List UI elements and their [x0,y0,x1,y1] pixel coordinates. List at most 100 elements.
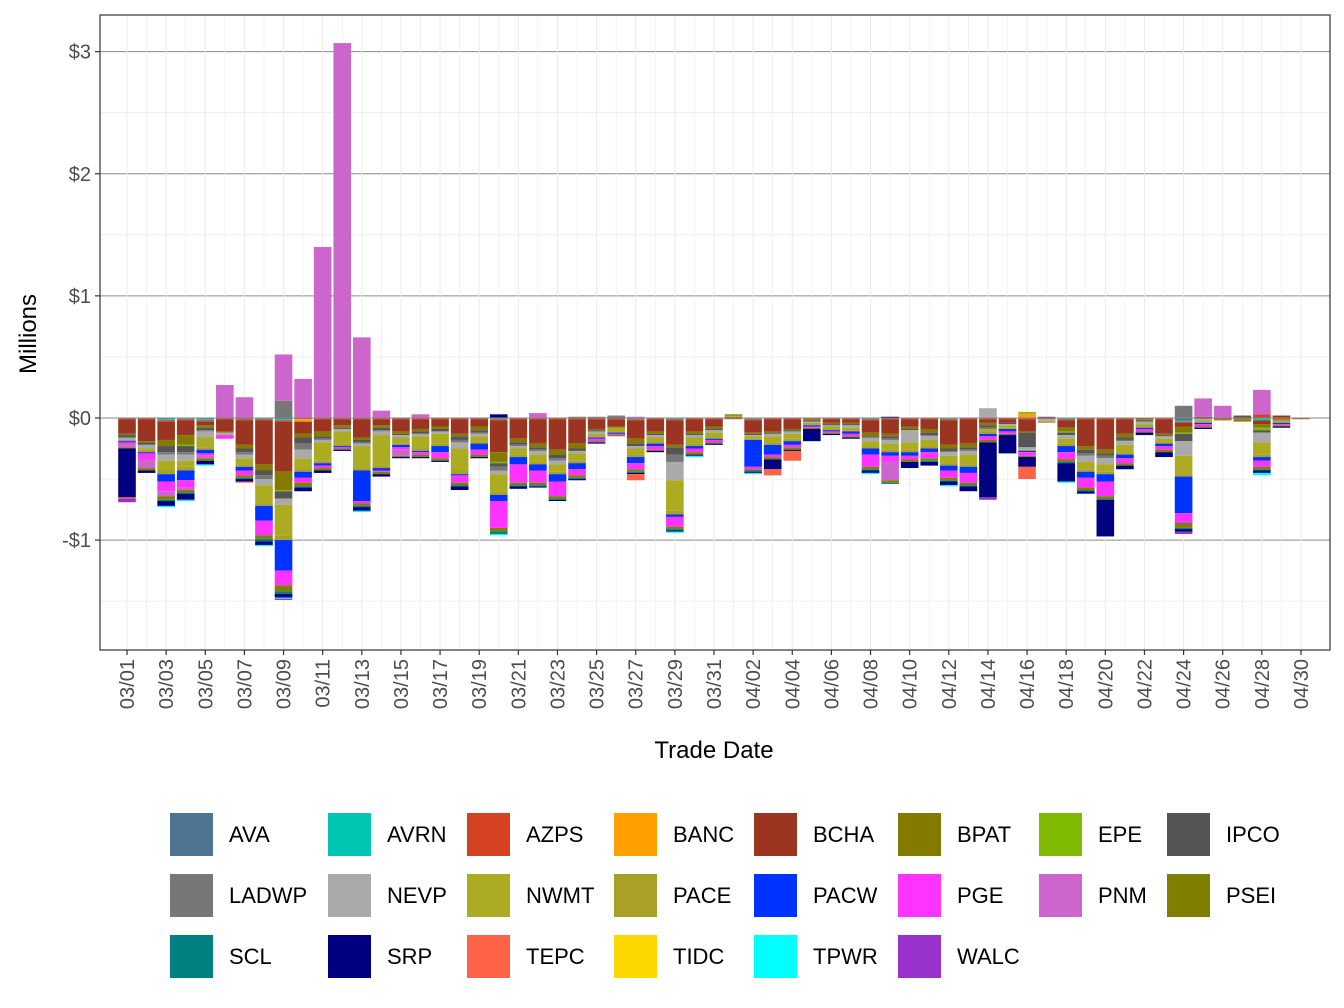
bar-segment-srp [274,593,293,598]
bar-segment-bcha [509,419,528,439]
bar-segment-pge [783,444,802,448]
x-tick-label: 03/03 [156,659,178,709]
bar-segment-srp [1018,457,1036,467]
bar-segment-srp [1194,427,1212,429]
bar-segment-ipco [1253,430,1271,433]
bar-segment-pace [783,438,802,442]
bar-segment-bpat [216,431,234,433]
bar-segment-bpat [352,437,371,440]
legend-swatch [1039,813,1082,856]
bar-segment-nwmt [900,442,919,450]
bar-segment-bcha [470,419,489,427]
bar-segment-pacw [196,449,215,454]
bar-segment-bpat [431,426,449,429]
bar-segment-tpwr [176,499,195,502]
bar-segment-epe [274,490,293,492]
bar-segment-srp [803,428,821,442]
bar-segment-bcha [118,419,136,434]
bar-segment-pnm [352,337,371,418]
bar-segment-nwmt [392,437,410,444]
bar-segment-pace [1018,449,1036,451]
bar-segment-nwmt [959,454,978,465]
bar-segment-pace [568,460,586,464]
bar-segment-walc [979,497,997,500]
bar-segment-srp [1076,491,1095,494]
bar-segment-ava [157,417,175,420]
bar-segment-ipco [568,448,586,451]
bar-segment-pnm [1213,405,1232,418]
bar-segment-pge [979,436,997,440]
legend-label: SCL [229,944,272,969]
bar-segment-nevp [959,450,978,455]
bar-segment-scl [626,471,645,473]
bar-segment-ladwp [274,400,293,418]
bar-segment-tpwr [1057,481,1076,483]
bar-segment-epe [489,461,508,464]
bar-segment-bcha [294,421,312,434]
legend-item-azps: AZPS [467,813,583,856]
bar-segment-nevp [881,439,899,444]
bar-segment-bpat [235,444,254,449]
bar-segment-pge [352,501,371,504]
bar-segment-bcha [646,419,665,432]
bar-segment-bcha [411,419,430,429]
bar-segment-psei [118,447,136,449]
legend-swatch [1167,874,1210,917]
bar-segment-pacw [1272,422,1291,425]
bar-segment-psei [157,496,175,500]
bar-segment-scl [255,538,273,542]
bar-segment-psei [509,482,528,486]
legend-label: PNM [1098,883,1147,908]
x-tick-label: 04/20 [1095,659,1117,709]
bar-segment-pace [137,449,156,453]
bar-segment-nwmt [1135,424,1154,427]
bar-segment-bcha [431,419,449,427]
bar-segment-nevp [568,450,586,454]
bar-segment-srp [705,443,723,445]
bar-segment-azps [1037,417,1056,420]
bar-segment-nwmt [333,431,352,444]
bar-segment-pace [1253,454,1271,458]
bar-segment-ipco [1135,420,1154,422]
bar-segment-pace [157,470,175,475]
bar-segment-tpwr [255,544,273,547]
bar-segment-ipco [235,448,254,453]
bar-segment-avrn [255,417,273,420]
legend-swatch [328,874,371,917]
bar-segment-avrn [1174,420,1193,422]
bar-segment-pge [1253,460,1271,467]
bar-segment-ipco [431,428,449,432]
legend-item-epe: EPE [1039,813,1142,856]
x-tick-label: 03/19 [469,659,491,709]
y-tick-label: $1 [69,286,91,308]
legend-label: BCHA [813,822,874,847]
bar-segment-pace [255,503,273,506]
bar-segment-pace [803,424,821,426]
bar-segment-azps [548,417,567,420]
bar-segment-azps [333,417,352,420]
bar-segment-psei [548,496,567,499]
bar-segment-azps [1174,421,1193,423]
bar-segment-srp [822,433,841,436]
bar-segment-azps [881,417,899,420]
bar-segment-psei [724,414,743,416]
bar-segment-nwmt [626,448,645,455]
legend-swatch [898,874,941,917]
bar-segment-nevp [842,425,860,428]
bar-segment-pace [333,443,352,447]
bar-segment-bcha [372,419,391,426]
bar-segment-bcha [1018,419,1036,432]
bar-segment-ladwp [235,452,254,455]
bar-segment-azps [294,417,312,420]
bar-segment-pace [900,449,919,453]
bar-segment-pace [509,454,528,458]
bar-segment-pge [1057,452,1076,460]
bar-segment-pge [822,431,841,433]
bar-segment-bpat [176,435,195,445]
bar-segment-ipco [529,447,547,450]
bar-segment-psei [1135,431,1154,433]
bar-segment-bcha [1253,420,1271,425]
bar-segment-psei [685,452,704,455]
bar-segment-azps [1057,419,1076,421]
bar-segment-ipco [548,454,567,459]
